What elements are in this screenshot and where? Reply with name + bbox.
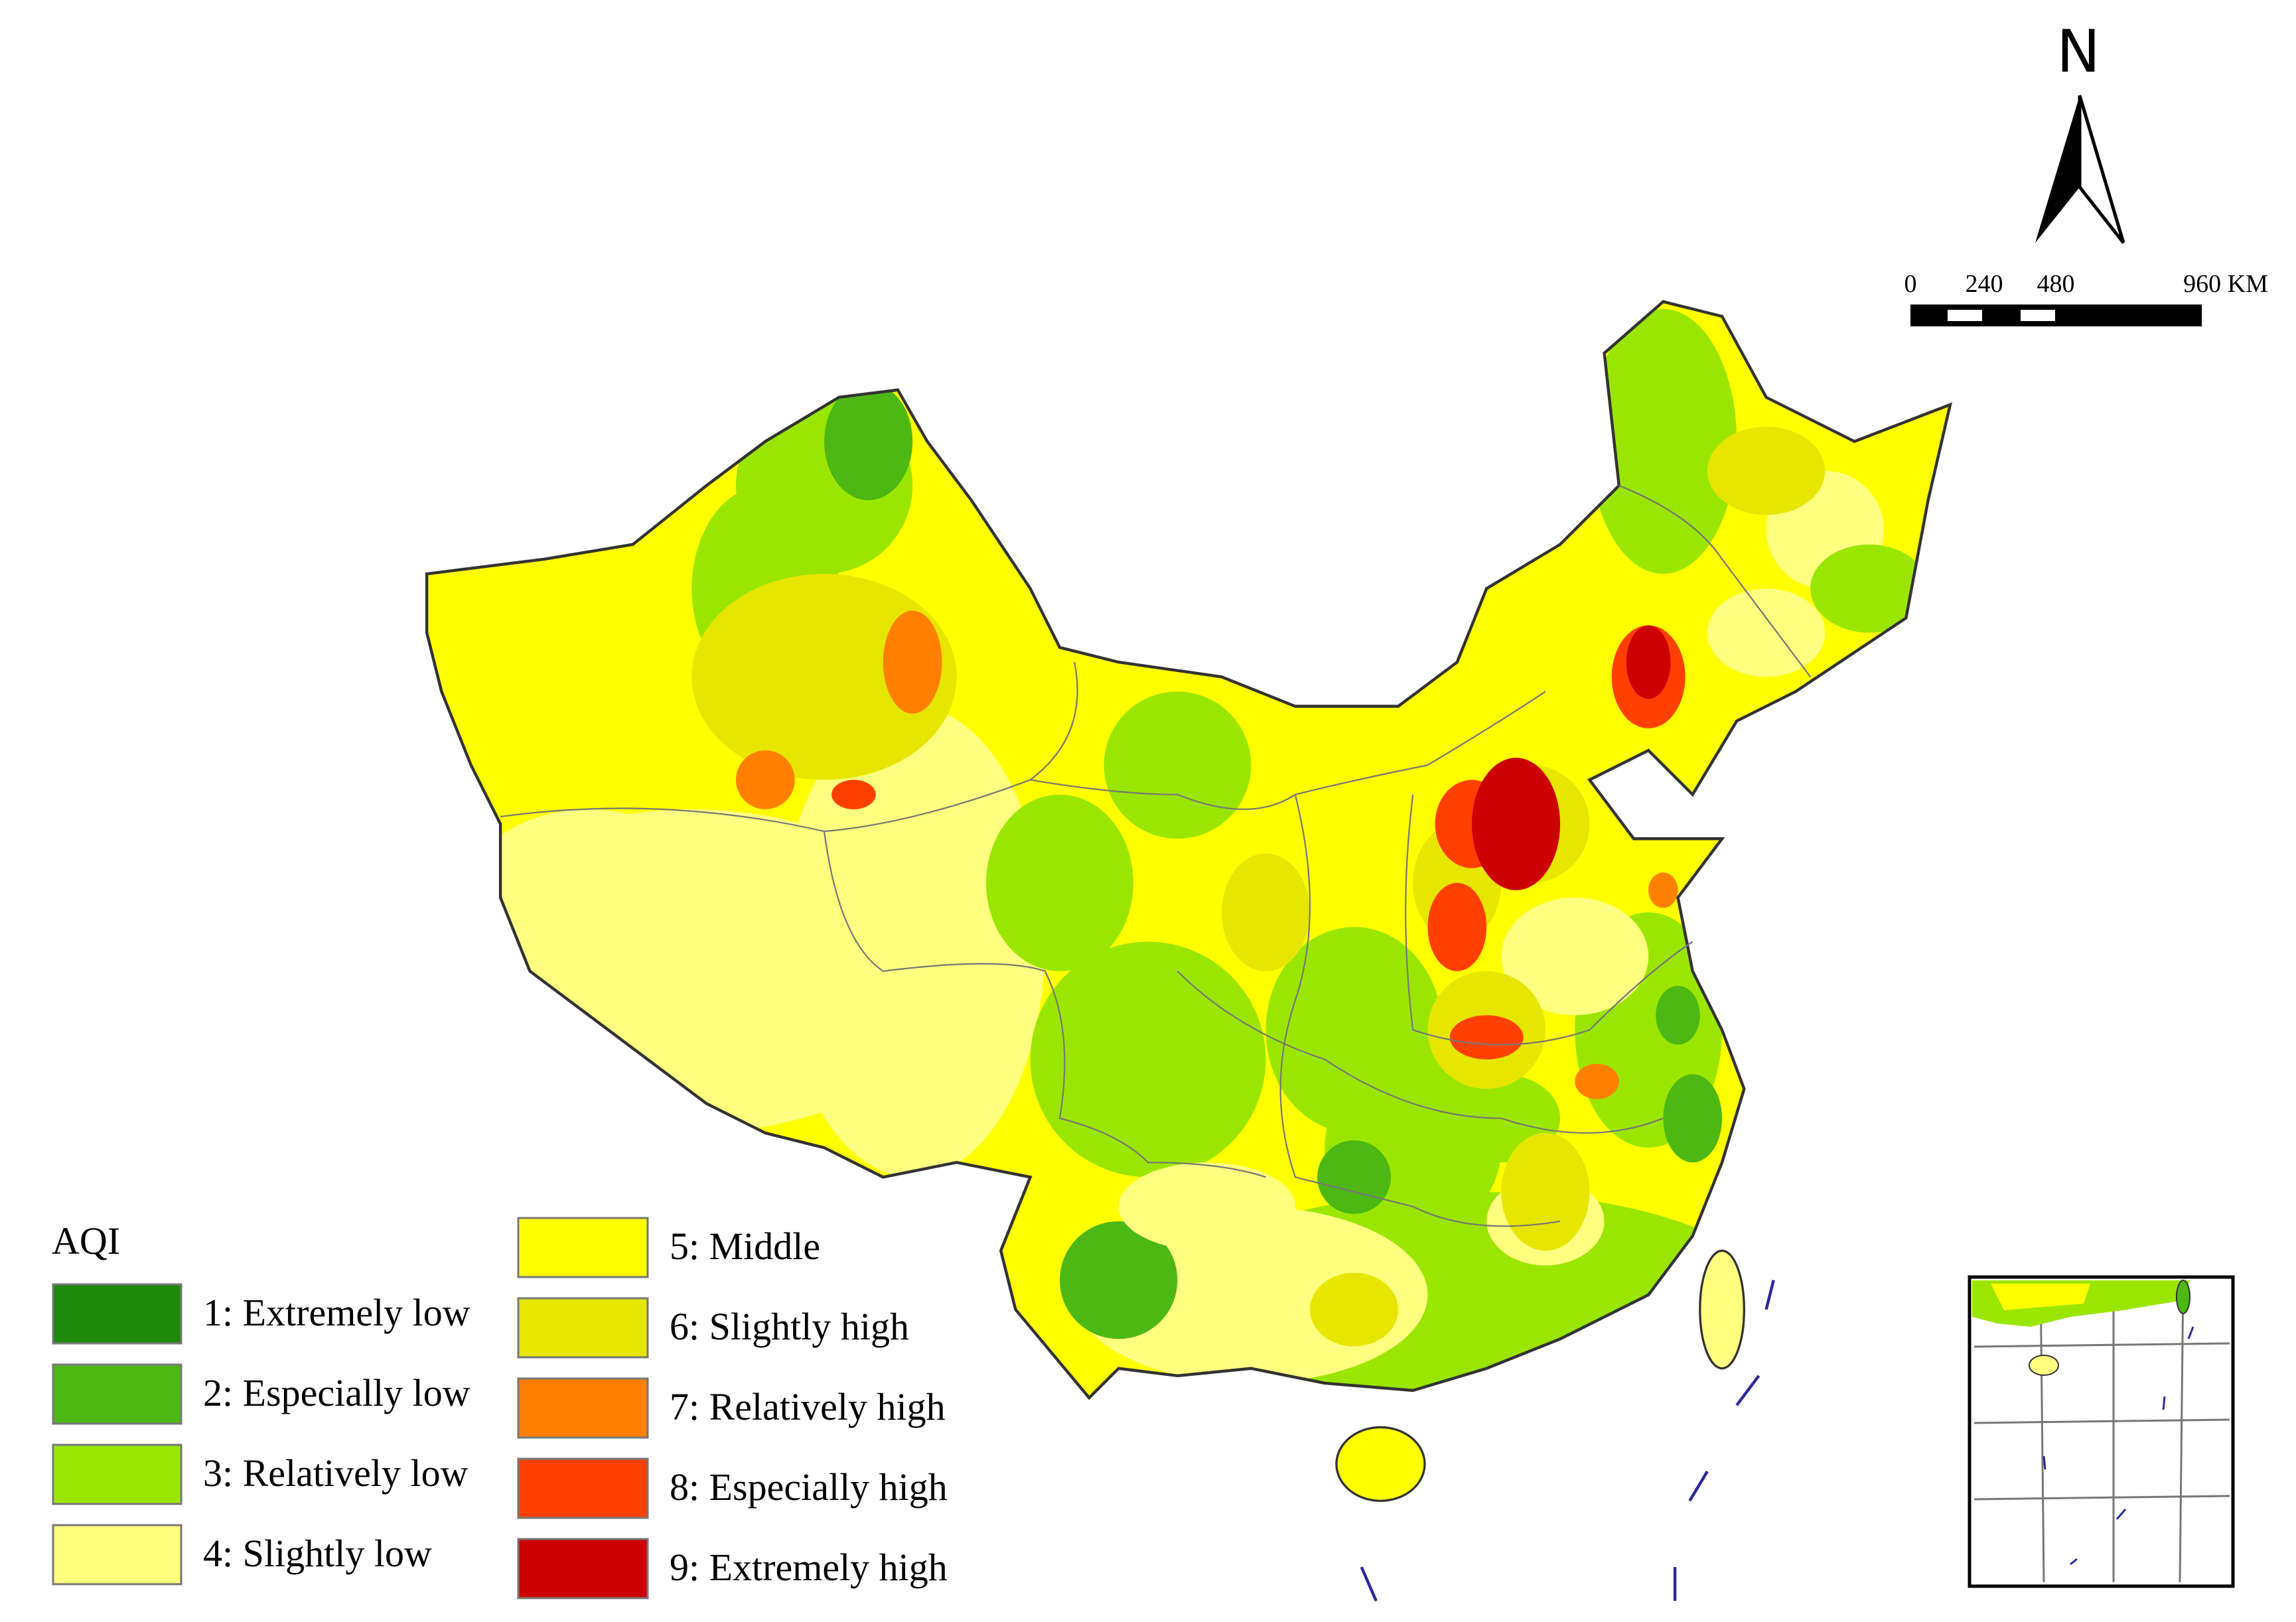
legend-swatch [517,1297,649,1359]
aqi-patch [736,750,795,809]
legend-label: 1: Extremely low [203,1291,470,1334]
scale-bar-segment [2021,310,2055,321]
legend-label: 5: Middle [670,1225,820,1268]
north-label: N [2056,17,2100,86]
aqi-patch [1059,1221,1178,1339]
aqi-patch [1501,1132,1590,1251]
legend-swatch [517,1217,649,1278]
scale-label: 960 KM [2183,270,2268,298]
legend-swatch [517,1538,649,1599]
aqi-patch [1656,986,1700,1045]
aqi-patch [691,574,957,780]
legend-swatch [517,1457,649,1519]
aqi-patch [1449,1015,1524,1059]
legend: AQI 1: Extremely low 2: Especially low 3: … [52,1217,948,1599]
legend-label: 2: Especially low [203,1371,470,1414]
legend-swatch [52,1524,182,1586]
aqi-patch [1626,625,1671,699]
aqi-patch [1472,758,1561,890]
aqi-patch [1663,1074,1723,1163]
island-border [1699,1249,1745,1370]
aqi-patch [1104,691,1252,839]
aqi-patch [1707,588,1826,677]
aqi-patch [831,779,876,809]
aqi-patch [1699,1250,1745,1369]
sea-boundary-dashes [1360,1280,1775,1602]
province-borders [500,484,1812,1227]
scale-bar-segment [1948,310,1982,321]
aqi-patch [1810,544,1928,633]
aqi-patch [1336,1427,1425,1501]
aqi-patch [1589,308,1737,574]
island-border [1335,1426,1426,1503]
aqi-patch [1118,1162,1295,1251]
aqi-patch [780,706,1045,1178]
legend-swatch [52,1444,182,1505]
legend-label: 4: Slightly low [203,1532,432,1575]
aqi-patch [1707,427,1826,515]
legend-swatch [52,1283,182,1345]
aqi-patch [1648,872,1678,908]
legend-label: 9: Extremely high [670,1546,948,1589]
scale-label: 240 [1966,270,2003,298]
scale-label: 0 [1904,270,1917,298]
aqi-patch [824,382,913,501]
legend-label: 7: Relatively high [670,1385,946,1428]
north-arrow [2035,96,2080,243]
legend-swatch [517,1377,649,1439]
legend-title: AQI [52,1219,120,1262]
aqi-patch [986,794,1133,971]
legend-label: 6: Slightly high [670,1305,909,1348]
country-border [425,300,1952,1400]
aqi-patch [1317,1140,1392,1214]
scale-label: 480 [2037,270,2075,298]
legend-label: 8: Especially high [670,1465,948,1509]
aqi-patch [456,809,721,1016]
aqi-patch [1501,897,1649,1016]
inset-map [1968,1275,2235,1588]
legend-swatch [52,1363,182,1425]
aqi-patch [1030,941,1266,1178]
aqi-patch [1310,1272,1399,1347]
aqi-patch [883,610,942,714]
aqi-patch [1221,853,1311,971]
aqi-patch [1427,882,1487,971]
legend-label: 3: Relatively low [203,1452,468,1495]
aqi-patch [1575,1063,1619,1099]
north-arrow [2078,95,2125,244]
